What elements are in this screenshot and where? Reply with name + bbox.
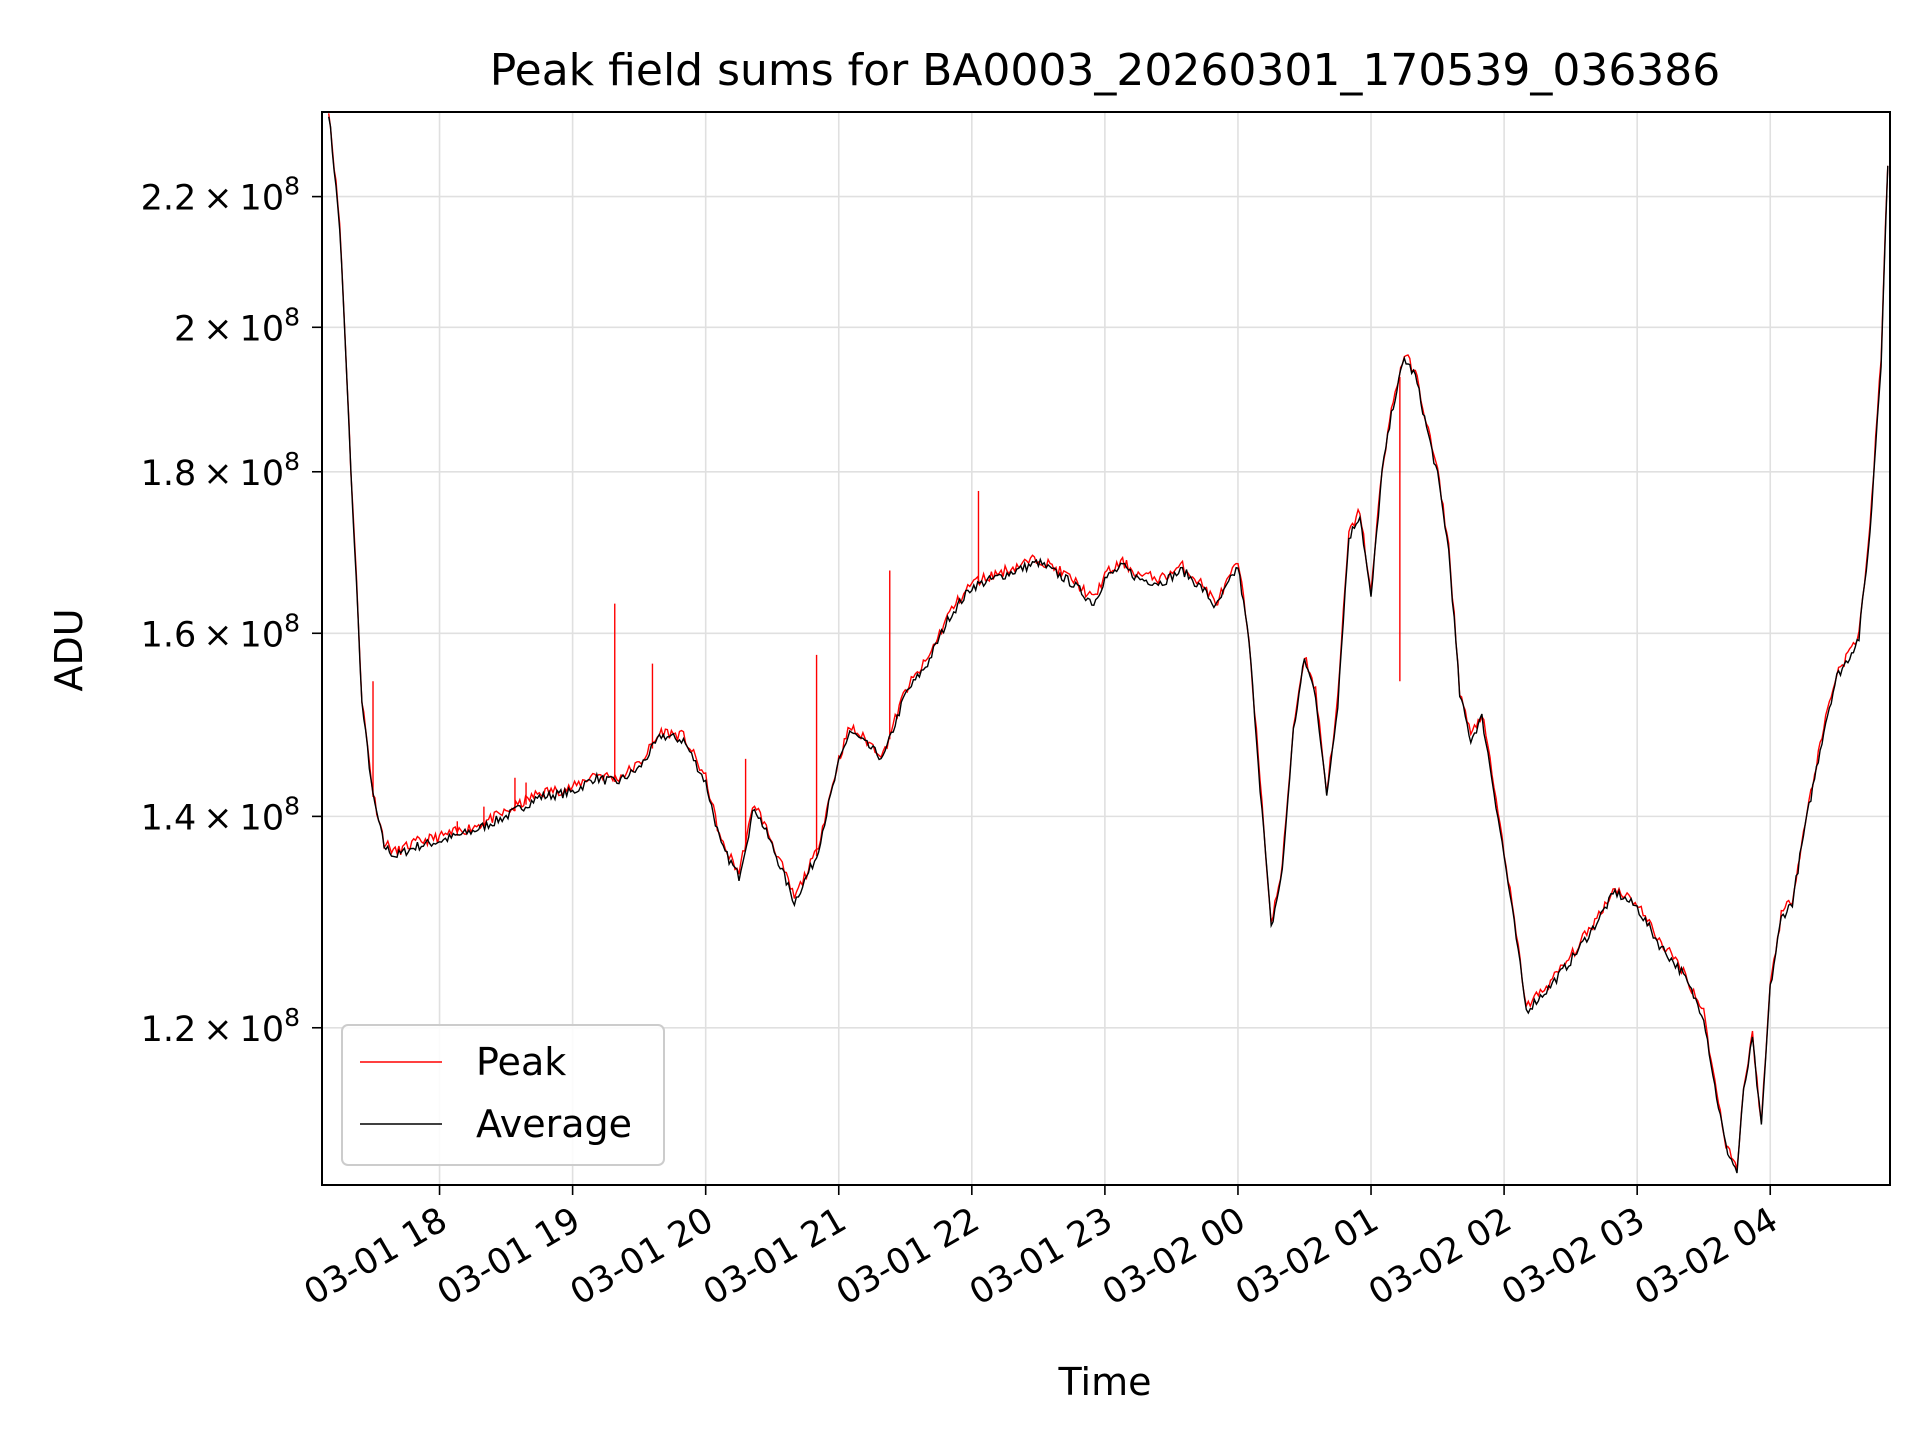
x-tick-label: 03-01 21	[697, 1200, 853, 1313]
y-axis-label: ADU	[47, 608, 91, 691]
x-tick-label: 03-02 02	[1362, 1200, 1518, 1313]
legend-peak-label: Peak	[476, 1040, 566, 1084]
x-tick-label: 03-01 23	[963, 1200, 1119, 1313]
y-tick-label: 1.4 × 108	[141, 791, 300, 838]
x-axis-label: Time	[1058, 1360, 1152, 1404]
series-lines	[328, 113, 1889, 1174]
y-tick-label: 1.8 × 108	[141, 447, 300, 494]
y-axis-ticks: 1.2 × 108 1.4 × 108 1.6 × 108 1.8 × 108 2 × …	[141, 172, 322, 1050]
x-tick-label: 03-02 03	[1495, 1200, 1651, 1313]
average-series-line	[328, 116, 1889, 1174]
y-tick-label: 2 × 108	[174, 302, 300, 349]
plot-frame	[321, 111, 1891, 1186]
x-tick-label: 03-02 04	[1628, 1200, 1784, 1313]
chart-title: Peak field sums for BA0003_20260301_1705…	[490, 45, 1721, 96]
y-tick-label: 1.6 × 108	[141, 608, 300, 655]
x-tick-label: 03-01 22	[830, 1200, 986, 1313]
x-tick-label: 03-01 18	[298, 1200, 454, 1313]
grid-lines	[322, 112, 1890, 1185]
plot-background	[322, 112, 1890, 1185]
legend-average-label: Average	[476, 1102, 632, 1146]
legend: Peak Average	[341, 1024, 665, 1166]
x-tick-label: 03-02 00	[1096, 1200, 1252, 1313]
legend-box	[341, 1024, 665, 1166]
x-tick-label: 03-01 19	[431, 1200, 587, 1313]
x-tick-label: 03-02 01	[1229, 1200, 1385, 1313]
y-tick-label: 2.2 × 108	[141, 172, 300, 219]
y-tick-label: 1.2 × 108	[141, 1003, 300, 1050]
x-tick-label: 03-01 20	[564, 1200, 720, 1313]
